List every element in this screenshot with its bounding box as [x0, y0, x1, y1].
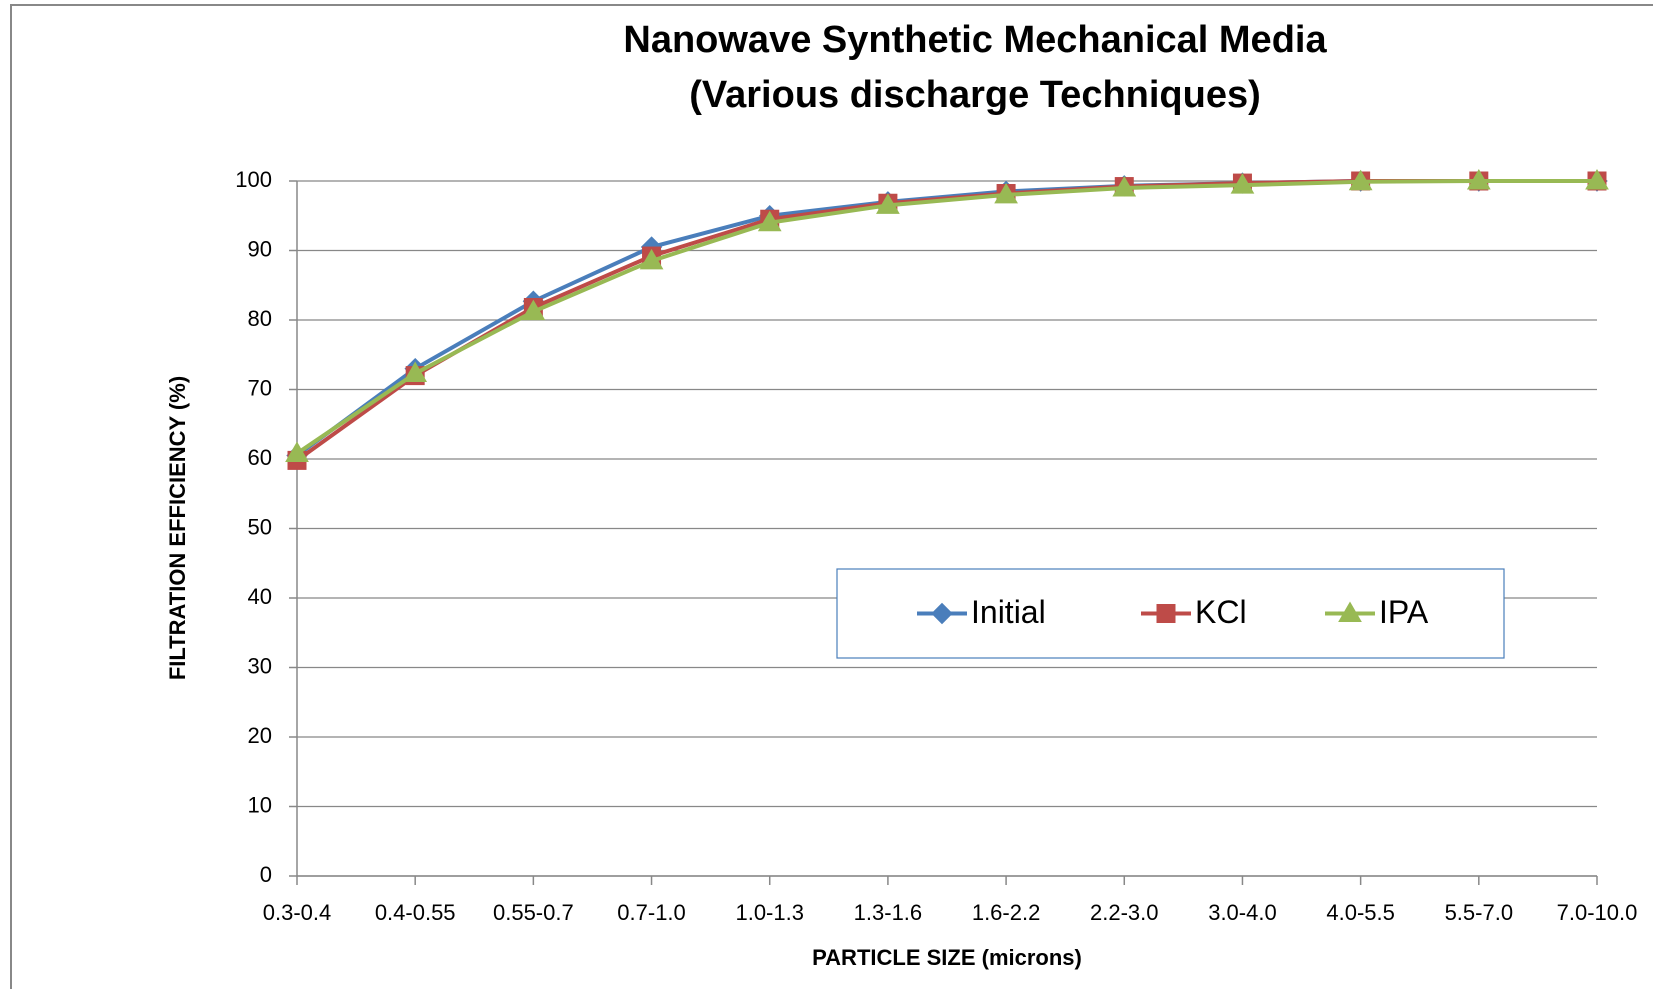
y-tick-label: 0	[260, 862, 272, 887]
data-point	[1585, 169, 1609, 190]
x-tick-label: 1.0-1.3	[735, 900, 804, 925]
data-point	[403, 361, 428, 383]
chart-frame	[10, 4, 1653, 989]
data-point	[1112, 175, 1137, 197]
x-tick-label: 5.5-7.0	[1445, 900, 1514, 925]
data-point	[285, 441, 309, 462]
data-point	[1348, 169, 1373, 191]
legend-label: IPA	[1379, 594, 1429, 630]
x-tick-label: 3.0-4.0	[1208, 900, 1277, 925]
y-tick-label: 90	[248, 236, 272, 261]
x-tick-label: 1.6-2.2	[972, 900, 1041, 925]
series-line	[295, 179, 1597, 463]
x-tick-label: 0.4-0.55	[375, 900, 456, 925]
y-axis-label: FILTRATION EFFICIENCY (%)	[165, 376, 190, 680]
x-tick-label: 0.3-0.4	[263, 900, 332, 925]
y-tick-label: 30	[248, 653, 272, 678]
x-tick-label: 2.2-3.0	[1090, 900, 1159, 925]
y-tick-label: 40	[248, 584, 272, 609]
y-tick-label: 60	[248, 445, 272, 470]
y-tick-label: 100	[235, 167, 272, 192]
y-tick-label: 80	[248, 306, 272, 331]
legend-marker	[1156, 604, 1176, 623]
data-point	[1230, 173, 1255, 194]
chart-title: Nanowave Synthetic Mechanical Media	[623, 19, 1327, 61]
x-tick-label: 0.55-0.7	[493, 900, 574, 925]
y-tick-label: 10	[248, 792, 272, 817]
y-tick-label: 70	[248, 375, 272, 400]
data-point	[521, 299, 546, 321]
y-tick-label: 20	[248, 723, 272, 748]
legend-marker	[931, 602, 953, 625]
y-tick-label: 50	[248, 514, 272, 539]
data-point	[757, 210, 782, 232]
x-axis-label: PARTICLE SIZE (microns)	[812, 945, 1082, 970]
data-point	[1466, 169, 1491, 190]
x-tick-label: 1.3-1.6	[854, 900, 923, 925]
series-line	[295, 179, 1597, 458]
legend-label: Initial	[971, 594, 1046, 630]
x-tick-label: 0.7-1.0	[617, 900, 686, 925]
series-line	[295, 179, 1597, 456]
x-tick-label: 4.0-5.5	[1326, 900, 1395, 925]
data-point	[994, 182, 1018, 204]
data-point	[876, 193, 900, 214]
data-point	[639, 248, 664, 270]
chart-subtitle: (Various discharge Techniques)	[689, 74, 1261, 116]
legend-label: KCl	[1195, 594, 1247, 630]
x-tick-label: 7.0-10.0	[1557, 900, 1638, 925]
legend-marker	[1338, 601, 1362, 622]
